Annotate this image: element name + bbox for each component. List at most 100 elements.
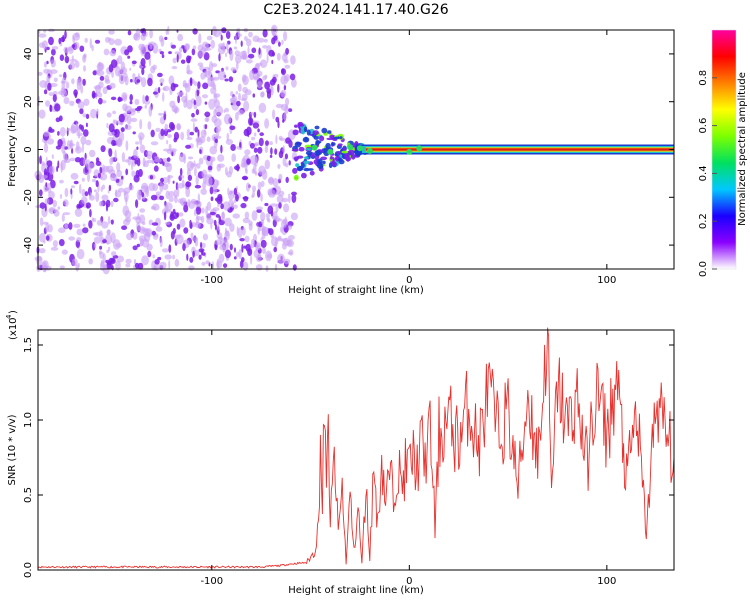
noise-speckle xyxy=(257,253,262,258)
noise-speckle xyxy=(194,221,201,229)
transition-speckle xyxy=(294,158,298,162)
noise-speckle xyxy=(49,69,58,74)
noise-speckle xyxy=(208,176,213,188)
noise-speckle xyxy=(111,139,117,147)
noise-speckle xyxy=(292,264,297,271)
noise-speckle xyxy=(145,31,148,37)
noise-speckle xyxy=(231,202,235,209)
snr-y-exponent-close: ) xyxy=(8,310,19,314)
noise-speckle xyxy=(277,83,280,93)
noise-speckle xyxy=(214,223,218,231)
transition-speckle xyxy=(298,124,305,127)
noise-speckle xyxy=(58,227,66,233)
transition-speckle xyxy=(303,156,309,160)
noise-speckle xyxy=(191,112,195,118)
noise-speckle xyxy=(114,128,120,138)
noise-speckle xyxy=(138,132,145,141)
noise-speckle xyxy=(162,87,166,91)
noise-speckle xyxy=(278,202,282,209)
noise-speckle xyxy=(109,173,118,182)
noise-speckle xyxy=(203,52,210,61)
noise-speckle xyxy=(45,222,50,233)
noise-speckle xyxy=(139,119,143,130)
noise-speckle xyxy=(250,112,255,116)
noise-speckle xyxy=(127,115,132,125)
noise-speckle xyxy=(127,155,132,166)
noise-speckle xyxy=(169,100,176,109)
noise-speckle xyxy=(283,203,290,213)
noise-speckle xyxy=(123,218,130,226)
noise-speckle xyxy=(113,197,119,203)
noise-speckle xyxy=(209,145,218,155)
transition-speckle xyxy=(314,150,321,157)
noise-speckle xyxy=(69,157,76,162)
noise-speckle xyxy=(136,105,143,110)
noise-speckle xyxy=(110,200,114,208)
noise-speckle xyxy=(205,205,209,216)
noise-speckle xyxy=(287,193,291,204)
noise-speckle xyxy=(291,194,297,203)
noise-speckle xyxy=(120,127,125,133)
noise-speckle xyxy=(87,172,90,183)
noise-speckle xyxy=(264,145,269,154)
noise-speckle xyxy=(121,152,126,163)
noise-speckle xyxy=(242,176,248,180)
noise-speckle xyxy=(251,136,256,141)
noise-speckle xyxy=(74,60,80,68)
snr-x-axis-title: Height of straight line (km) xyxy=(288,585,424,596)
noise-speckle xyxy=(242,86,249,93)
noise-speckle xyxy=(49,179,56,189)
noise-speckle xyxy=(75,146,82,154)
noise-speckle xyxy=(133,33,141,41)
noise-speckle xyxy=(197,81,201,89)
noise-speckle xyxy=(260,59,268,68)
noise-speckle xyxy=(197,193,201,203)
noise-speckle xyxy=(110,96,117,101)
noise-speckle xyxy=(160,177,164,183)
noise-speckle xyxy=(118,69,123,78)
noise-speckle xyxy=(61,249,68,255)
noise-speckle xyxy=(260,91,265,97)
colorbar-gradient xyxy=(712,30,736,269)
noise-speckle xyxy=(111,251,117,257)
transition-speckle xyxy=(337,143,343,147)
noise-speckle xyxy=(144,100,151,105)
transition-speckle xyxy=(333,136,340,140)
noise-speckle xyxy=(108,37,111,42)
noise-speckle xyxy=(236,100,241,107)
noise-speckle xyxy=(180,59,186,64)
transition-speckle xyxy=(314,125,320,130)
noise-speckle xyxy=(107,130,115,136)
noise-speckle xyxy=(187,156,194,160)
noise-speckle xyxy=(286,239,293,246)
noise-speckle xyxy=(219,244,226,251)
noise-speckle xyxy=(152,183,159,192)
noise-speckle xyxy=(283,258,291,265)
transition-speckle xyxy=(344,153,349,159)
noise-speckle xyxy=(141,227,149,232)
noise-speckle xyxy=(172,180,175,184)
noise-speckle xyxy=(97,172,101,179)
noise-speckle xyxy=(138,168,143,178)
noise-speckle xyxy=(142,94,146,105)
noise-speckle xyxy=(46,75,51,83)
noise-speckle xyxy=(259,132,265,137)
noise-speckle xyxy=(189,131,194,136)
noise-speckle xyxy=(189,79,193,87)
noise-speckle xyxy=(201,94,209,99)
noise-speckle xyxy=(106,165,114,173)
noise-speckle xyxy=(230,190,234,194)
noise-speckle xyxy=(108,123,115,133)
noise-speckle xyxy=(285,74,290,82)
noise-speckle xyxy=(257,227,261,235)
noise-speckle xyxy=(92,70,97,76)
noise-speckle xyxy=(164,163,172,167)
noise-speckle xyxy=(241,227,246,236)
noise-speckle xyxy=(215,214,220,218)
noise-speckle xyxy=(204,111,211,118)
noise-speckle xyxy=(273,35,278,41)
noise-speckle xyxy=(116,255,125,263)
noise-speckle xyxy=(91,217,95,222)
noise-speckle xyxy=(244,211,250,220)
noise-speckle xyxy=(117,55,123,65)
